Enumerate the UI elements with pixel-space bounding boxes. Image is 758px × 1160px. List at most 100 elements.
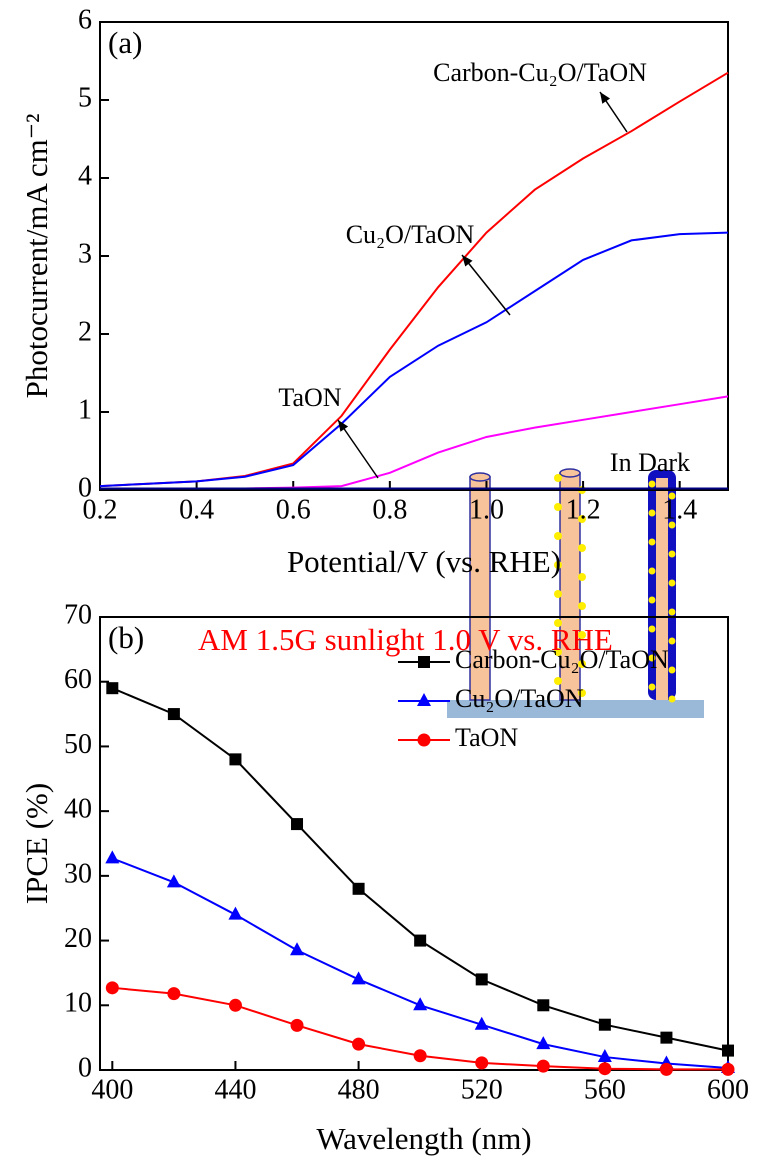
particle xyxy=(648,567,656,575)
x-tick-label: 400 xyxy=(91,1074,133,1105)
particle xyxy=(554,503,562,511)
legend-marker xyxy=(417,693,431,706)
marker xyxy=(537,999,550,1012)
marker xyxy=(413,997,428,1011)
particle xyxy=(668,695,676,703)
arrow-head xyxy=(462,255,473,267)
y-tick-label: 6 xyxy=(78,4,92,35)
particle xyxy=(554,677,562,685)
y-tick-label: 0 xyxy=(78,472,92,503)
marker xyxy=(291,818,304,831)
particle xyxy=(668,550,676,558)
marker xyxy=(536,1059,550,1073)
x-tick-label: 1.0 xyxy=(469,494,504,525)
marker xyxy=(414,934,427,947)
plot-frame xyxy=(99,21,729,491)
inset-illustration xyxy=(447,468,704,718)
x-axis-label: Potential/V (vs. RHE) xyxy=(287,544,561,579)
marker xyxy=(660,1031,673,1044)
series-line xyxy=(111,857,729,1070)
particle xyxy=(668,521,676,529)
marker xyxy=(105,850,120,864)
particle xyxy=(578,689,586,697)
y-tick-label: 70 xyxy=(64,599,92,630)
x-tick-label: 480 xyxy=(338,1074,380,1105)
arrow-head xyxy=(600,92,611,104)
particle xyxy=(554,590,562,598)
substrate xyxy=(447,700,704,718)
particle xyxy=(554,648,562,656)
legend-label: TaON xyxy=(455,723,518,752)
marker xyxy=(659,1062,673,1076)
marker xyxy=(722,1044,734,1057)
panel-label: (b) xyxy=(108,620,144,655)
x-tick-label: 0.8 xyxy=(372,494,407,525)
particle xyxy=(578,573,586,581)
series-label: Cu₂O/TaON xyxy=(346,220,475,249)
arrow-shaft xyxy=(461,254,511,316)
x-tick-label: 600 xyxy=(707,1074,749,1105)
particle xyxy=(668,637,676,645)
rod-top xyxy=(559,468,581,478)
particle xyxy=(668,608,676,616)
particle xyxy=(578,544,586,552)
annotation: AM 1.5G sunlight 1.0 V vs. RHE xyxy=(198,622,613,657)
x-tick-label: 560 xyxy=(584,1074,626,1105)
particle xyxy=(648,625,656,633)
y-axis-label: Photocurrent/mA cm⁻² xyxy=(19,114,54,399)
particle xyxy=(554,532,562,540)
marker xyxy=(536,1036,551,1050)
y-tick-label: 0 xyxy=(78,1052,92,1083)
particle xyxy=(554,561,562,569)
x-tick-label: 0.6 xyxy=(276,494,311,525)
x-tick-label: 520 xyxy=(461,1074,503,1105)
rod-core xyxy=(656,478,668,700)
y-tick-label: 50 xyxy=(64,729,92,760)
y-tick-label: 5 xyxy=(78,82,92,113)
marker xyxy=(598,1062,612,1076)
x-tick-label: 1.4 xyxy=(662,494,697,525)
particles xyxy=(554,474,676,703)
particle xyxy=(578,602,586,610)
legend-label: Carbon-Cu₂O/TaON xyxy=(455,645,669,674)
y-tick-label: 1 xyxy=(78,394,92,425)
marker xyxy=(597,1049,612,1063)
marker xyxy=(229,753,242,766)
marker xyxy=(721,1062,735,1076)
series-label: In Dark xyxy=(610,448,690,477)
plot-frame xyxy=(99,616,729,1071)
x-tick-label: 0.2 xyxy=(83,494,118,525)
particle xyxy=(648,596,656,604)
marker xyxy=(167,987,181,1001)
marker xyxy=(166,874,181,888)
panel-label: (a) xyxy=(108,25,142,60)
particle xyxy=(578,631,586,639)
legend-label: Cu₂O/TaON xyxy=(455,684,584,713)
particle xyxy=(648,683,656,691)
rod-top xyxy=(469,472,491,482)
y-tick-label: 2 xyxy=(78,316,92,347)
arrow-head xyxy=(338,420,349,432)
x-tick-label: 0.4 xyxy=(179,494,214,525)
particle xyxy=(554,619,562,627)
particle xyxy=(648,654,656,662)
marker xyxy=(106,682,119,695)
legend-marker xyxy=(418,656,430,668)
marker xyxy=(167,708,180,721)
particle xyxy=(554,474,562,482)
particle xyxy=(668,579,676,587)
y-tick-label: 20 xyxy=(64,923,92,954)
marker xyxy=(228,998,242,1012)
series-label: Carbon-Cu₂O/TaON xyxy=(433,58,647,87)
marker xyxy=(475,973,488,986)
x-tick-label: 1.2 xyxy=(566,494,601,525)
y-tick-label: 30 xyxy=(64,858,92,889)
particle xyxy=(668,666,676,674)
marker xyxy=(352,882,365,895)
marker xyxy=(105,981,119,995)
marker xyxy=(290,1018,304,1032)
y-axis-label: IPCE (%) xyxy=(19,783,54,904)
y-tick-label: 60 xyxy=(64,664,92,695)
